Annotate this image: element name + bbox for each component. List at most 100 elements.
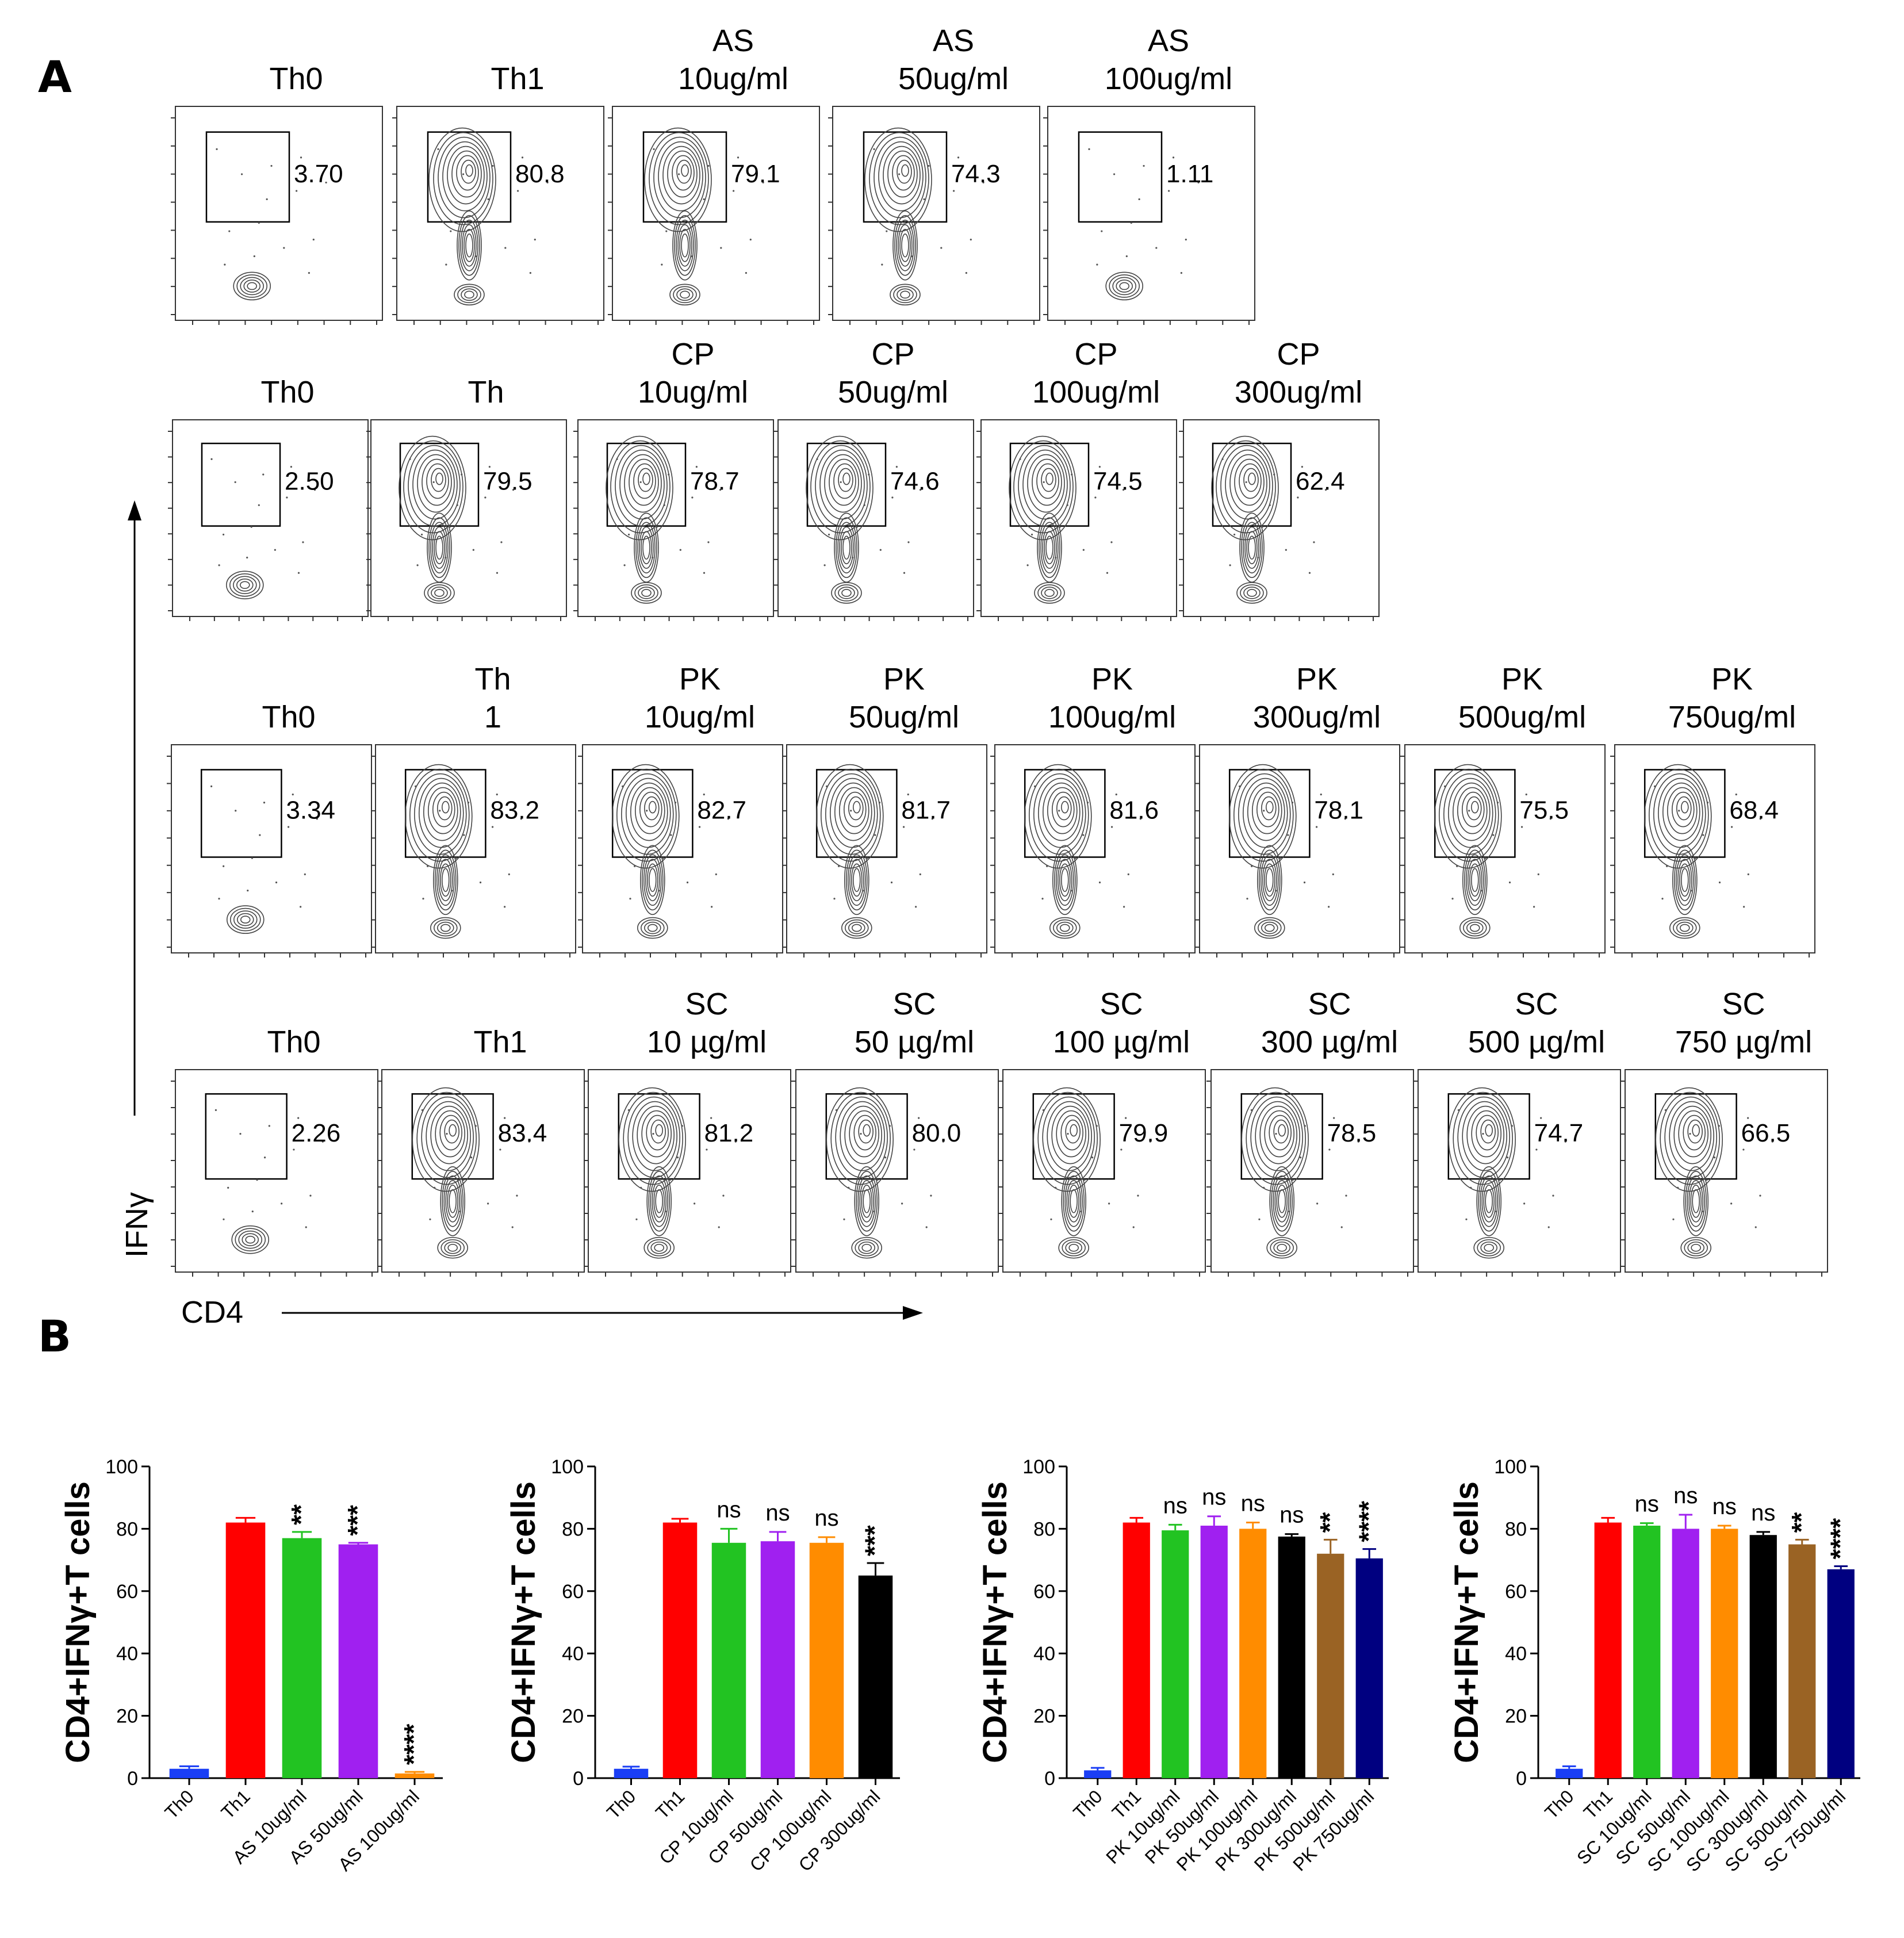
y-tick-label: 40	[562, 1643, 584, 1665]
event-dot	[1251, 865, 1253, 867]
contour-line	[1480, 1175, 1498, 1227]
gate-box	[606, 442, 687, 527]
contour-line	[641, 531, 652, 565]
event-dot	[664, 1210, 666, 1213]
event-dot	[856, 526, 858, 528]
event-dot	[1233, 533, 1236, 536]
event-dot	[957, 156, 960, 159]
event-dot	[703, 793, 705, 796]
event-dot	[1287, 1210, 1289, 1213]
event-dot	[470, 1156, 473, 1159]
event-dot	[1082, 549, 1085, 551]
event-dot	[511, 1226, 514, 1228]
event-dot	[1055, 556, 1057, 559]
flow-plot-frame	[175, 1069, 378, 1273]
event-dot	[1457, 1109, 1459, 1111]
contour-line	[1470, 924, 1480, 932]
gate-box	[427, 131, 512, 223]
event-dot	[309, 1194, 312, 1197]
event-dot	[1654, 785, 1656, 787]
contour-cluster	[1644, 764, 1712, 939]
event-dot	[1465, 1218, 1468, 1220]
bar	[614, 1768, 649, 1778]
event-dot	[259, 834, 261, 836]
contour-line	[829, 458, 859, 506]
event-dot	[218, 564, 220, 566]
flow-plot-title: 10ug/ml	[678, 62, 788, 96]
event-dot	[868, 473, 870, 476]
contour-line	[1262, 859, 1277, 902]
event-dot	[953, 190, 955, 192]
event-dot	[1297, 496, 1299, 499]
event-dot	[1661, 898, 1664, 900]
significance-label: ****	[399, 1723, 428, 1765]
flow-plot-title: PK	[1091, 662, 1133, 696]
contour-line	[845, 919, 869, 937]
contour-line	[673, 286, 697, 304]
event-dot	[504, 1117, 506, 1119]
contour-line	[841, 917, 872, 939]
contour-line	[655, 1124, 663, 1137]
flow-plot: 74.7 SC 500 µg/ml	[1413, 987, 1621, 1277]
contour-line	[834, 782, 872, 841]
event-dot	[915, 906, 917, 908]
flow-plot-title: 50ug/ml	[898, 62, 1009, 96]
significance-label: ns	[814, 1506, 838, 1531]
contour-line	[1070, 1189, 1078, 1213]
event-dot	[1718, 1125, 1720, 1127]
event-dot	[874, 834, 876, 836]
x-tick-label: Th0	[161, 1786, 198, 1822]
contour-line	[229, 573, 260, 597]
contour-line	[1045, 535, 1053, 560]
flow-plot-frame	[577, 419, 774, 617]
contour-line	[642, 849, 664, 911]
event-dot	[439, 810, 441, 812]
significance-label: ****	[1825, 1518, 1855, 1560]
contour-line	[435, 472, 443, 485]
flow-plot-title: CP	[671, 337, 714, 371]
contour-line	[672, 155, 695, 191]
contour-line	[1037, 584, 1062, 602]
event-dot	[496, 572, 499, 574]
event-dot	[931, 818, 933, 820]
event-dot	[1071, 473, 1073, 476]
significance-label: ns	[1241, 1491, 1265, 1516]
event-dot	[840, 481, 842, 484]
contour-line	[1047, 1101, 1092, 1171]
event-dot	[270, 164, 273, 167]
contour-line	[243, 279, 261, 293]
contour-line	[851, 1236, 882, 1259]
contour-line	[638, 587, 655, 599]
event-dot	[1564, 1140, 1566, 1143]
flow-plot-frame	[1047, 106, 1255, 321]
contour-line	[676, 219, 694, 271]
event-dot	[1520, 826, 1523, 828]
contour-line	[447, 1185, 459, 1218]
event-dot	[677, 173, 680, 175]
event-dot	[1113, 173, 1116, 175]
contour-line	[878, 141, 924, 212]
gate-percentage: 3.34	[286, 796, 335, 825]
contour-line	[1052, 845, 1078, 916]
event-dot	[1083, 1179, 1086, 1181]
event-dot	[890, 881, 893, 884]
contour-line	[449, 1189, 457, 1213]
flow-plot: 79.5 Th	[366, 375, 567, 621]
contour-line	[1484, 1243, 1494, 1252]
contour-line	[245, 1235, 256, 1244]
contour-line	[852, 924, 862, 932]
panel-a-label: A	[38, 51, 72, 102]
event-dot	[1132, 1226, 1135, 1228]
contour-line	[646, 1114, 669, 1151]
event-dot	[1333, 1117, 1335, 1119]
contour-line	[1687, 1119, 1703, 1144]
flow-plot: 81.2 SC 10 µg/ml	[584, 987, 791, 1277]
event-dot	[1482, 1132, 1484, 1135]
contour-line	[441, 801, 450, 814]
contour-line	[1644, 764, 1712, 869]
bar	[1317, 1553, 1344, 1778]
event-dot	[235, 810, 237, 812]
contour-cluster	[399, 435, 466, 604]
contour-line	[240, 916, 251, 924]
